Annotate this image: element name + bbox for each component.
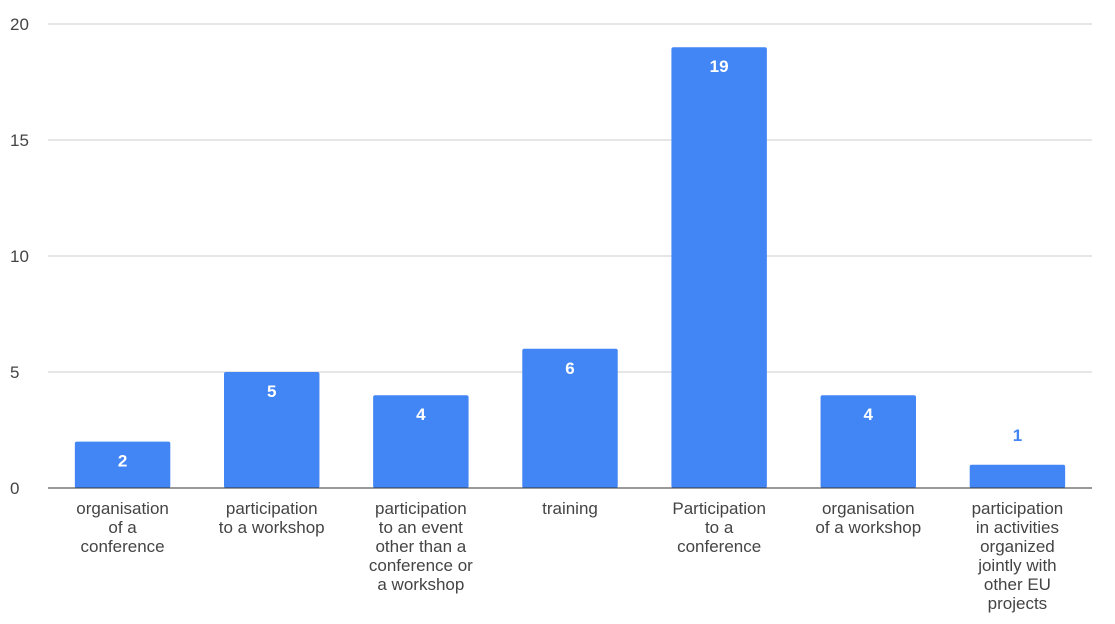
x-category-line: other EU [984, 575, 1051, 594]
x-category-label-3: participation to an event other than a conf… [369, 499, 473, 594]
data-label-7: 1 [1013, 426, 1022, 445]
x-category-line: organisation [76, 499, 169, 518]
x-category-line: in activities [976, 518, 1059, 537]
x-category-label-5: Participation to a conference [672, 499, 766, 556]
data-label-5: 19 [710, 57, 729, 76]
y-tick-label: 10 [10, 247, 29, 266]
bar-3 [373, 395, 469, 488]
data-label-3: 4 [416, 405, 426, 424]
x-category-label-4: training [542, 499, 598, 518]
y-axis-ticks: 0 5 10 15 20 [10, 15, 29, 498]
bar-5 [671, 47, 767, 488]
data-label-1: 2 [118, 452, 127, 471]
bars [74, 47, 1066, 488]
bar-1 [74, 441, 171, 488]
x-category-line: projects [988, 594, 1048, 613]
x-category-label-7: participation in activities organized joint… [972, 499, 1064, 613]
x-category-label-2: participation to a workshop [219, 499, 325, 537]
x-category-line: organized [980, 537, 1055, 556]
x-category-line: jointly with [977, 556, 1056, 575]
bar-6 [820, 395, 917, 488]
x-category-line: a workshop [377, 575, 464, 594]
x-category-line: to an event [379, 518, 463, 537]
x-category-line: Participation [672, 499, 766, 518]
data-label-6: 4 [864, 405, 874, 424]
data-label-2: 5 [267, 382, 276, 401]
x-category-line: of a [108, 518, 137, 537]
data-label-4: 6 [565, 359, 574, 378]
bar-4 [522, 348, 618, 488]
x-category-line: training [542, 499, 598, 518]
y-tick-label: 0 [10, 479, 19, 498]
x-category-line: conference [81, 537, 165, 556]
x-category-line: conference [677, 537, 761, 556]
x-category-label-1: organisation of a conference [76, 499, 169, 556]
bar-2 [223, 372, 320, 488]
x-category-line: of a workshop [815, 518, 921, 537]
y-tick-label: 20 [10, 15, 29, 34]
y-tick-label: 5 [10, 363, 19, 382]
x-category-label-6: organisation of a workshop [815, 499, 921, 537]
x-category-line: conference or [369, 556, 473, 575]
data-labels: 2 5 4 6 19 4 1 [118, 57, 1022, 470]
y-tick-label: 15 [10, 131, 29, 150]
grid-lines [48, 23, 1092, 373]
x-category-line: organisation [822, 499, 915, 518]
bar-7 [969, 464, 1066, 488]
x-category-line: to a workshop [219, 518, 325, 537]
x-category-line: participation [226, 499, 318, 518]
x-category-line: participation [972, 499, 1064, 518]
x-category-line: participation [375, 499, 467, 518]
x-category-line: other than a [375, 537, 466, 556]
x-category-line: to a [705, 518, 734, 537]
